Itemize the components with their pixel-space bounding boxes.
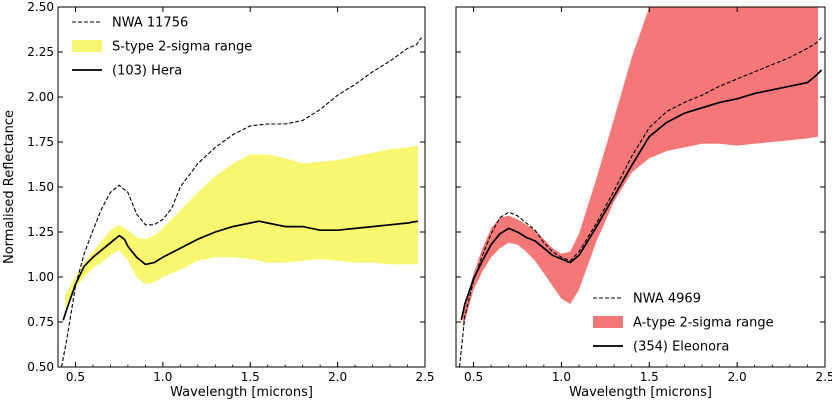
y-tick-label: 0.50	[27, 360, 54, 374]
y-tick-label: 2.00	[27, 90, 54, 104]
x-tick-label: 2.5	[415, 370, 434, 384]
x-tick-label: 2.5	[815, 370, 832, 384]
x-axis-label: Wavelength [microns]	[569, 385, 712, 400]
legend-label: (103) Hera	[112, 64, 182, 79]
series-line-1-1	[460, 69, 823, 321]
series-line-0-0	[60, 37, 422, 367]
y-tick-label: 0.75	[27, 315, 54, 329]
x-tick-label: 0.5	[66, 370, 85, 384]
legend: NWA 11756 S-type 2-sigma range (103) Hera	[72, 16, 252, 79]
legend-label: (354) Eleonora	[633, 340, 729, 355]
y-tick-label: 1.75	[27, 135, 54, 149]
x-tick-label: 1.0	[552, 370, 571, 384]
legend-label: A-type 2-sigma range	[633, 316, 774, 331]
panel-left: 0.5 1.0 1.5 2.0 2.5 0.50 0.75 1.00 1.25 1.50 1.75 2…	[2, 0, 435, 400]
series-line-0-1	[62, 220, 419, 321]
legend-label: S-type 2-sigma range	[112, 40, 252, 55]
x-tick-label: 2.0	[728, 370, 747, 384]
series-line-1-0	[458, 37, 822, 367]
series-band-0-0	[65, 145, 418, 310]
x-tick-label: 2.0	[328, 370, 347, 384]
y-tick-label: 2.25	[27, 45, 54, 59]
y-tick-label: 2.50	[27, 0, 54, 14]
legend-swatch-band	[593, 316, 623, 328]
y-tick-label: 1.00	[27, 270, 54, 284]
legend-label: NWA 11756	[112, 16, 188, 31]
x-tick-label: 0.5	[464, 370, 483, 384]
plot-area	[458, 7, 823, 367]
panel-right: 0.5 1.0 1.5 2.0 2.5 Wavelength [microns] NWA 4…	[455, 6, 832, 400]
x-tick-label: 1.0	[153, 370, 172, 384]
legend-label: NWA 4969	[633, 292, 701, 307]
y-tick-label: 1.25	[27, 225, 54, 239]
legend: NWA 4969 A-type 2-sigma range (354) Eleono…	[593, 292, 774, 355]
x-tick-label: 1.5	[241, 370, 260, 384]
x-tick-label: 1.5	[640, 370, 659, 384]
legend-swatch-band	[72, 40, 102, 52]
y-axis-label: Normalised Reflectance	[2, 110, 17, 264]
plot-area	[60, 37, 422, 367]
x-axis-label: Wavelength [microns]	[170, 385, 313, 400]
y-tick-label: 1.50	[27, 180, 54, 194]
series-band-1-0	[463, 7, 818, 328]
